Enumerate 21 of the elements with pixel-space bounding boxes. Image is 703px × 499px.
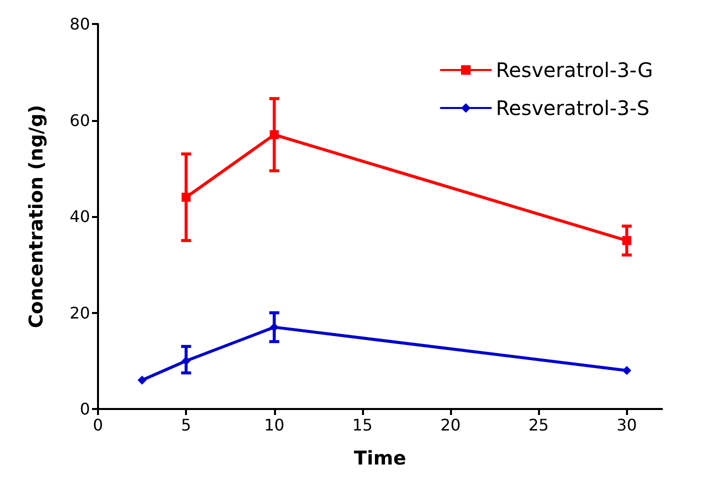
x-tick-label: 5 (181, 416, 192, 434)
x-axis-title: Time (354, 448, 406, 470)
x-tick-label: 25 (528, 416, 549, 434)
x-tick-label: 15 (352, 416, 373, 434)
legend-label: Resveratrol-3-S (496, 96, 650, 120)
point (270, 130, 279, 140)
point (622, 366, 632, 375)
y-tick-label: 0 (80, 400, 90, 418)
x-tick-label: 20 (440, 416, 461, 434)
point (138, 376, 147, 385)
y-axis-title: Concentration (ng/g) (26, 104, 48, 328)
legend-label: Resveratrol-3-G (496, 58, 654, 82)
y-tick-label: 80 (70, 14, 90, 34)
x-tick-label: 10 (264, 416, 284, 434)
point (622, 236, 632, 246)
x-tick-label: 30 (616, 416, 637, 434)
y-tick-label: 40 (70, 207, 90, 226)
point (182, 192, 191, 202)
y-tick-label: 60 (70, 110, 90, 130)
x-tick-label: 0 (92, 416, 104, 434)
y-tick-label: 20 (70, 303, 90, 322)
